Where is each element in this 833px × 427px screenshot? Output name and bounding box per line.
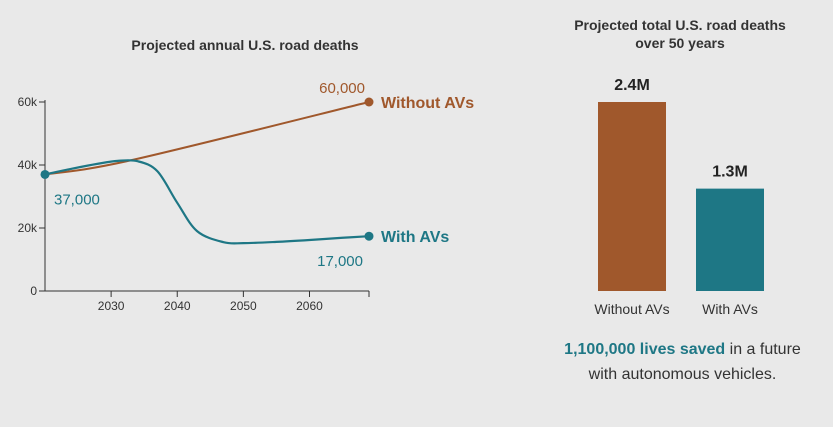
bar-category-label: Without AVs [594, 301, 669, 317]
lives-saved-rest: in a future with autonomous vehicles. [588, 341, 801, 383]
y-tick-label: 0 [30, 284, 37, 298]
x-tick-label: 2040 [164, 299, 191, 313]
line-without-avs [44, 101, 370, 176]
line-with-avs [44, 159, 370, 245]
bar-chart-title-line1: Projected total U.S. road deaths [574, 17, 786, 33]
value-label-start: 37,000 [54, 191, 100, 208]
bar-value-label: 2.4M [614, 77, 650, 94]
start-point [40, 169, 50, 179]
y-tick-label: 20k [18, 221, 38, 235]
x-tick-label: 2060 [296, 299, 323, 313]
legend-with-avs: With AVs [381, 229, 449, 246]
y-tick-label: 60k [18, 95, 38, 109]
line-chart-title: Projected annual U.S. road deaths [131, 37, 359, 53]
bar-value-label: 1.3M [712, 164, 748, 181]
x-tick-label: 2030 [98, 299, 125, 313]
bar-category-label: With AVs [702, 301, 758, 317]
bar-without-avs [598, 102, 666, 291]
bar-chart-title-line2: over 50 years [635, 35, 725, 51]
value-label-without-avs: 60,000 [319, 80, 365, 97]
end-point-without-avs [364, 97, 374, 107]
value-label-with-avs: 17,000 [317, 253, 363, 270]
end-point-with-avs [364, 231, 374, 241]
bar-with-avs [696, 188, 764, 291]
bar-chart-title: Projected total U.S. road deaths over 50… [555, 16, 805, 52]
y-tick-label: 40k [18, 158, 38, 172]
lives-saved-highlight: 1,100,000 lives saved [564, 341, 726, 358]
lives-saved-note: 1,100,000 lives saved in a future with a… [560, 337, 805, 387]
legend-without-avs: Without AVs [381, 95, 474, 112]
x-tick-label: 2050 [230, 299, 257, 313]
